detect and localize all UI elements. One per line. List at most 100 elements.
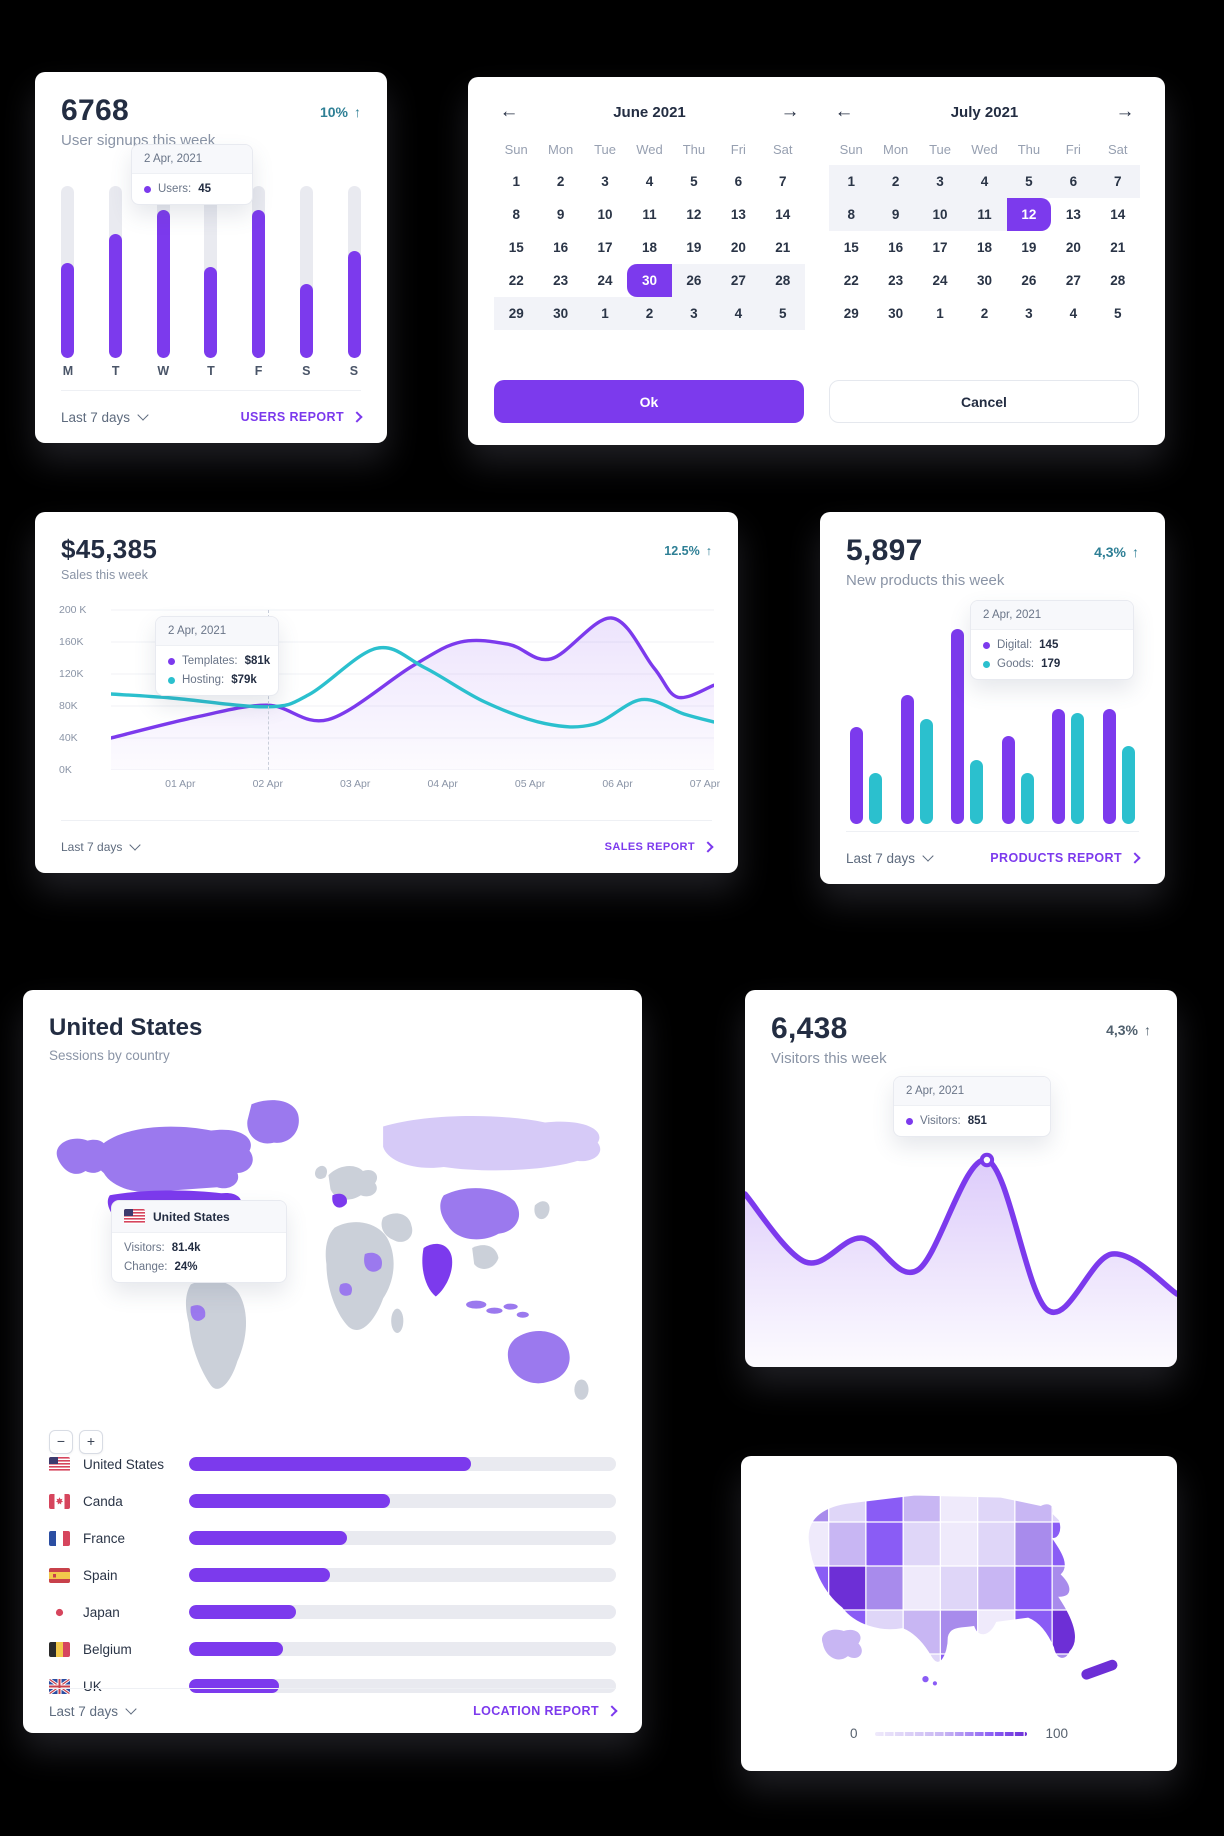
state-cell[interactable] bbox=[977, 1609, 1017, 1656]
state-cell[interactable] bbox=[977, 1478, 1017, 1524]
calendar-day[interactable]: 5 bbox=[1006, 165, 1052, 198]
next-month-arrow[interactable]: → bbox=[780, 101, 800, 122]
calendar-day[interactable]: 4 bbox=[645, 174, 654, 189]
calendar-day[interactable]: 6 bbox=[734, 174, 743, 189]
product-bar-group-0[interactable] bbox=[850, 726, 882, 824]
prev-month-arrow[interactable]: ← bbox=[499, 101, 519, 122]
signup-bar-5[interactable] bbox=[300, 186, 314, 358]
calendar-day[interactable]: 1 bbox=[512, 174, 520, 189]
calendar-day[interactable]: 27 bbox=[1065, 273, 1081, 288]
state-cell[interactable] bbox=[791, 1653, 831, 1698]
date-range-dropdown[interactable]: Last 7 days bbox=[49, 1703, 137, 1719]
product-bar-group-4[interactable] bbox=[1052, 708, 1085, 824]
state-cell[interactable] bbox=[1014, 1609, 1054, 1656]
state-cell[interactable] bbox=[1014, 1653, 1054, 1698]
calendar-day[interactable]: 4 bbox=[716, 297, 761, 330]
state-cell[interactable] bbox=[939, 1565, 980, 1612]
cancel-button[interactable]: Cancel bbox=[829, 380, 1139, 423]
state-cell[interactable] bbox=[791, 1521, 831, 1568]
calendar-day[interactable]: 24 bbox=[597, 273, 613, 288]
signup-bar-3[interactable] bbox=[204, 186, 218, 358]
next-month-arrow[interactable]: → bbox=[1115, 101, 1135, 122]
calendar-day[interactable]: 8 bbox=[512, 207, 520, 222]
state-cell[interactable] bbox=[939, 1478, 980, 1524]
state-cell[interactable] bbox=[902, 1478, 943, 1524]
state-cell[interactable] bbox=[828, 1521, 868, 1568]
products-report-link[interactable]: PRODUCTS REPORT bbox=[990, 851, 1141, 865]
signup-bar-0[interactable] bbox=[61, 186, 74, 358]
country-row-ca[interactable]: Canda bbox=[49, 1493, 616, 1509]
world-map[interactable]: United States Visitors: 81.4k Change: 24% bbox=[39, 1084, 626, 1422]
state-cell[interactable] bbox=[977, 1565, 1017, 1612]
map-zoom-out-button[interactable]: − bbox=[49, 1430, 73, 1454]
calendar-day[interactable]: 12 bbox=[1006, 198, 1052, 231]
calendar-day[interactable]: 16 bbox=[553, 240, 569, 255]
calendar-day[interactable]: 4 bbox=[962, 165, 1007, 198]
calendar-day[interactable]: 18 bbox=[976, 240, 992, 255]
calendar-day[interactable]: 5 bbox=[690, 174, 698, 189]
calendar-day[interactable]: 23 bbox=[553, 273, 569, 288]
calendar-day[interactable]: 12 bbox=[686, 207, 702, 222]
signup-bar-2[interactable] bbox=[156, 186, 170, 358]
state-cell[interactable] bbox=[939, 1521, 980, 1568]
state-cell[interactable] bbox=[1051, 1565, 1090, 1612]
state-cell[interactable] bbox=[791, 1478, 831, 1524]
calendar-day[interactable]: 26 bbox=[1021, 273, 1037, 288]
country-row-jp[interactable]: Japan bbox=[49, 1604, 616, 1620]
state-cell[interactable] bbox=[1051, 1478, 1090, 1524]
state-cell[interactable] bbox=[902, 1653, 943, 1698]
calendar-day[interactable]: 22 bbox=[843, 273, 859, 288]
calendar-day[interactable]: 1 bbox=[936, 306, 944, 321]
calendar-day[interactable]: 28 bbox=[760, 264, 805, 297]
calendar-day[interactable]: 15 bbox=[843, 240, 859, 255]
calendar-day[interactable]: 1 bbox=[582, 297, 628, 330]
product-bar-group-2[interactable] bbox=[951, 629, 984, 824]
calendar-day[interactable]: 5 bbox=[1114, 306, 1122, 321]
calendar-day[interactable]: 30 bbox=[888, 306, 904, 321]
calendar-day[interactable]: 3 bbox=[917, 165, 963, 198]
state-cell[interactable] bbox=[828, 1653, 868, 1698]
ok-button[interactable]: Ok bbox=[494, 380, 804, 423]
calendar-day[interactable]: 19 bbox=[1021, 240, 1037, 255]
calendar-day[interactable]: 14 bbox=[775, 207, 791, 222]
calendar-day[interactable]: 11 bbox=[962, 198, 1007, 231]
product-bar-group-3[interactable] bbox=[1001, 736, 1034, 824]
calendar-day[interactable]: 29 bbox=[494, 297, 539, 330]
calendar-day[interactable]: 6 bbox=[1051, 165, 1096, 198]
calendar-day[interactable]: 21 bbox=[775, 240, 791, 255]
calendar-day[interactable]: 15 bbox=[508, 240, 524, 255]
calendar-day[interactable]: 2 bbox=[980, 306, 989, 321]
calendar-day[interactable]: 9 bbox=[556, 207, 565, 222]
calendar-day[interactable]: 16 bbox=[888, 240, 904, 255]
state-cell[interactable] bbox=[828, 1478, 868, 1524]
state-cell[interactable] bbox=[902, 1565, 943, 1612]
prev-month-arrow[interactable]: ← bbox=[834, 101, 854, 122]
calendar-day[interactable]: 10 bbox=[597, 207, 613, 222]
calendar-day[interactable]: 8 bbox=[829, 198, 874, 231]
users-report-link[interactable]: USERS REPORT bbox=[241, 410, 363, 424]
calendar-day[interactable]: 13 bbox=[1065, 207, 1081, 222]
calendar-day[interactable]: 23 bbox=[888, 273, 904, 288]
calendar-day[interactable]: 18 bbox=[641, 240, 657, 255]
state-cell[interactable] bbox=[902, 1521, 943, 1568]
calendar-day[interactable]: 3 bbox=[601, 174, 609, 189]
calendar-day[interactable]: 5 bbox=[760, 297, 805, 330]
calendar-day[interactable]: 26 bbox=[671, 264, 717, 297]
calendar-day[interactable]: 7 bbox=[779, 174, 787, 189]
calendar-day[interactable]: 28 bbox=[1110, 273, 1126, 288]
date-range-dropdown[interactable]: Last 7 days bbox=[846, 850, 934, 866]
date-range-dropdown[interactable]: Last 7 days bbox=[61, 839, 142, 854]
calendar-day[interactable]: 24 bbox=[932, 273, 948, 288]
calendar-day[interactable]: 2 bbox=[873, 165, 918, 198]
calendar-day[interactable]: 11 bbox=[642, 207, 657, 222]
calendar-day[interactable]: 20 bbox=[1065, 240, 1081, 255]
country-row-be[interactable]: Belgium bbox=[49, 1641, 616, 1657]
calendar-day[interactable]: 3 bbox=[1025, 306, 1033, 321]
calendar-day[interactable]: 13 bbox=[730, 207, 746, 222]
calendar-day[interactable]: 29 bbox=[843, 306, 859, 321]
state-cell[interactable] bbox=[1014, 1565, 1054, 1612]
calendar-day[interactable]: 2 bbox=[556, 174, 565, 189]
calendar-day[interactable]: 22 bbox=[508, 273, 524, 288]
calendar-day[interactable]: 20 bbox=[730, 240, 746, 255]
calendar-day[interactable]: 30 bbox=[538, 297, 583, 330]
